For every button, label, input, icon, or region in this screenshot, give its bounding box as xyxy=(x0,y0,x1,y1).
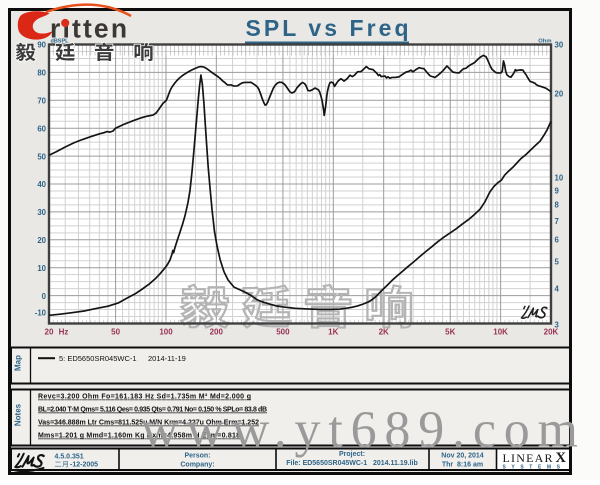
svg-text:20: 20 xyxy=(45,328,54,337)
svg-text:20: 20 xyxy=(37,236,46,245)
svg-text:70: 70 xyxy=(37,97,46,106)
svg-text:30: 30 xyxy=(555,41,564,50)
svg-text:80: 80 xyxy=(37,69,46,78)
svg-text:40: 40 xyxy=(37,180,46,189)
svg-text:10: 10 xyxy=(37,264,46,273)
svg-text:Vas=346.888m Ltr Cms=811.525u: Vas=346.888m Ltr Cms=811.525u M/N Krm=4.… xyxy=(38,420,259,427)
svg-text:1K: 1K xyxy=(328,328,338,337)
svg-text:Mms=1.201 g Mmd=1.160m Kg Kx: Mms=1.201 g Mmd=1.160m Kg Kxm=4.958m H E… xyxy=(38,433,240,440)
svg-text:5: ED5650SR045WC-1: 5: ED5650SR045WC-1 xyxy=(59,354,137,363)
svg-text:BL=2.040 T·M Qms= 5.116 Qes= 0: BL=2.040 T·M Qms= 5.116 Qes= 0.935 Qts= … xyxy=(38,407,267,414)
svg-text:-12-2005: -12-2005 xyxy=(70,462,98,469)
svg-text:0: 0 xyxy=(42,292,47,301)
svg-text:5: 5 xyxy=(555,258,560,267)
svg-text:50: 50 xyxy=(37,152,46,161)
svg-text:LINEAR: LINEAR xyxy=(503,451,554,465)
svg-text:File: ED5650SR045WC-1 2014.1: File: ED5650SR045WC-1 2014.11.19.lib xyxy=(286,460,418,467)
svg-text:Hz: Hz xyxy=(59,328,69,337)
svg-text:100: 100 xyxy=(159,328,173,337)
svg-text:30: 30 xyxy=(37,208,46,217)
svg-text:60: 60 xyxy=(37,124,46,133)
svg-text:Project:: Project: xyxy=(339,451,365,458)
svg-text:50: 50 xyxy=(111,328,120,337)
svg-text:www.yt689.com: www.yt689.com xyxy=(141,402,578,459)
svg-text:8: 8 xyxy=(555,201,560,210)
svg-text:2K: 2K xyxy=(379,328,389,337)
svg-text:Map: Map xyxy=(14,355,23,371)
svg-text:4.5.0.351: 4.5.0.351 xyxy=(55,454,84,461)
svg-text:20: 20 xyxy=(555,90,564,99)
svg-text:500: 500 xyxy=(276,328,290,337)
svg-text:6: 6 xyxy=(555,236,560,245)
svg-text:X: X xyxy=(556,450,567,466)
svg-text:Thr 8:16 am: Thr 8:16 am xyxy=(442,462,483,469)
svg-text:rıtten: rıtten xyxy=(50,14,127,44)
svg-text:Person:: Person: xyxy=(184,453,210,460)
svg-text:90: 90 xyxy=(37,41,46,50)
svg-text:-10: -10 xyxy=(35,309,47,318)
svg-text:20K: 20K xyxy=(544,328,559,337)
svg-text:3: 3 xyxy=(555,321,560,330)
svg-text:Nov 20, 2014: Nov 20, 2014 xyxy=(441,453,484,460)
svg-text:2014-11-19: 2014-11-19 xyxy=(148,354,186,363)
svg-text:200: 200 xyxy=(210,328,224,337)
svg-text:dBSPL: dBSPL xyxy=(50,39,69,45)
svg-text:Notes: Notes xyxy=(14,403,23,426)
svg-text:SYSTEMS: SYSTEMS xyxy=(503,465,566,471)
svg-text:10: 10 xyxy=(555,174,564,183)
svg-text:5K: 5K xyxy=(445,328,455,337)
svg-text:9: 9 xyxy=(555,186,560,195)
svg-text:Revc=3.200 Ohm Fo=161.183 Hz: Revc=3.200 Ohm Fo=161.183 Hz Sd=1.735m M… xyxy=(38,394,251,401)
svg-text:Ohm: Ohm xyxy=(538,39,551,45)
svg-text:Company:: Company: xyxy=(180,462,214,469)
svg-text:4: 4 xyxy=(555,285,560,294)
svg-text:SPL vs Freq: SPL vs Freq xyxy=(246,15,409,41)
svg-text:10K: 10K xyxy=(493,328,508,337)
svg-text:7: 7 xyxy=(555,217,559,226)
